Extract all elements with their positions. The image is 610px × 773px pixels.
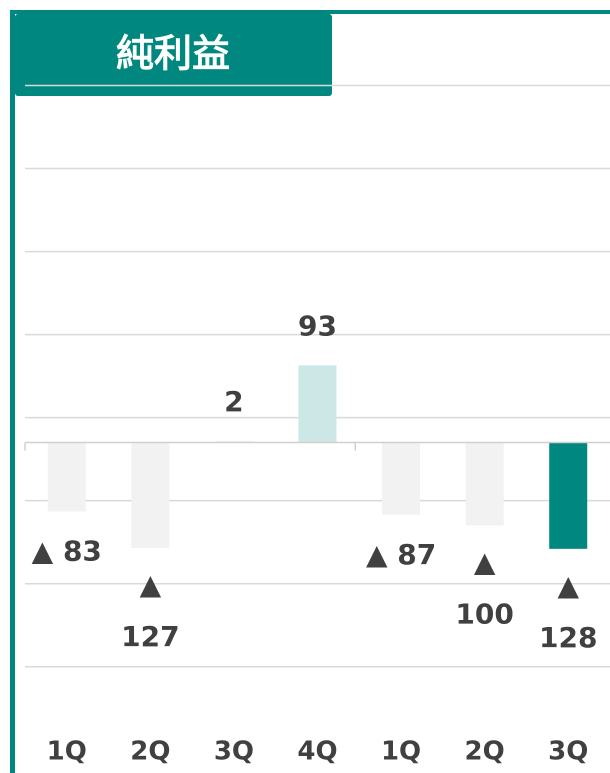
value-label-number: 128 <box>539 621 597 654</box>
value-label: ▲ 87 <box>366 538 436 571</box>
x-tick-label: 1Q <box>381 737 421 767</box>
x-tick-label: 2Q <box>465 737 505 767</box>
bar <box>131 442 170 548</box>
title-box <box>15 14 332 96</box>
bar <box>214 440 253 443</box>
value-label: 93 <box>298 309 337 342</box>
x-tick-label: 1Q <box>47 737 87 767</box>
x-tick-label: 3Q <box>548 737 588 767</box>
value-label: 2 <box>224 385 243 418</box>
bar <box>298 365 337 443</box>
bar <box>465 442 504 526</box>
value-label-sign: ▲ <box>140 568 162 601</box>
value-label: ▲ 100 <box>455 546 513 631</box>
bar <box>382 442 421 515</box>
value-label-sign: ▲ <box>474 546 496 579</box>
value-label-sign: ▲ <box>557 569 579 602</box>
chart-title: 純利益 <box>116 32 230 76</box>
x-tick-label: 3Q <box>214 737 254 767</box>
value-label: ▲ 128 <box>539 569 597 654</box>
bar <box>47 442 86 512</box>
top-border <box>10 10 610 14</box>
bar <box>549 442 588 549</box>
left-border <box>10 10 15 773</box>
value-label-number: 127 <box>121 620 179 653</box>
value-label-number: 100 <box>455 598 513 631</box>
x-tick-label: 4Q <box>297 737 337 767</box>
value-label: ▲ 127 <box>121 568 179 653</box>
x-tick-label: 2Q <box>130 737 170 767</box>
value-label: ▲ 83 <box>32 534 102 567</box>
